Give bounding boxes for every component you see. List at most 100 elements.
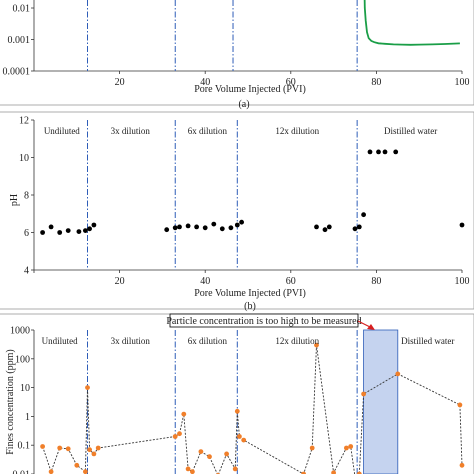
data-point (74, 462, 80, 468)
data-point (85, 385, 90, 390)
data-point (322, 227, 328, 233)
data-point (164, 227, 170, 233)
data-point (457, 402, 463, 408)
x-tick-label: 20 (115, 77, 125, 88)
region-label: Undiluted (42, 336, 78, 346)
y-tick-label: 6 (24, 228, 29, 239)
data-point (356, 224, 362, 230)
data-point (76, 229, 82, 235)
data-point (382, 149, 388, 155)
panel-b-caption: (b) (244, 301, 256, 312)
x-tick-label: 40 (200, 77, 210, 88)
data-point (57, 445, 63, 451)
y-tick-label: 0.0001 (3, 67, 31, 78)
callout-text: Particle concentration is too high to be… (166, 316, 361, 327)
data-point (331, 470, 336, 474)
data-point (40, 444, 45, 449)
y-tick-label: 12 (19, 116, 29, 127)
panel-c-y-ticks: 1000 100 10 1 0.1 0.01 (10, 326, 34, 474)
data-point (459, 222, 465, 228)
data-point (177, 224, 182, 230)
y-tick-label: 0.01 (13, 470, 31, 474)
data-point (194, 224, 200, 230)
callout-box (169, 313, 359, 328)
panel-a-x-ticks: 20 40 60 80 100 (115, 71, 470, 88)
panel-b-x-ticks: 20 40 60 80 100 (33, 270, 470, 287)
data-point (177, 431, 182, 437)
data-point (198, 449, 204, 454)
data-point (87, 447, 92, 453)
data-point (91, 451, 97, 457)
region-label: 12x dilution (275, 336, 319, 346)
x-tick-label: 80 (371, 77, 381, 88)
panel-c: Undiluted 3x dilution 6x dilution 12x dilut… (0, 313, 474, 474)
x-tick-label: 40 (200, 276, 210, 287)
data-point (95, 445, 101, 451)
panel-a-plot-area (33, 0, 462, 72)
panel-b-plot-area (33, 120, 465, 271)
panel-b-frame (0, 111, 474, 310)
data-point (326, 224, 332, 230)
data-point (87, 226, 92, 232)
data-point (211, 221, 217, 227)
data-point (237, 434, 242, 439)
series-line (363, 0, 460, 46)
x-tick-label: 60 (286, 77, 296, 88)
data-point (219, 226, 225, 232)
data-point (65, 228, 71, 234)
region-label: 3x dilution (111, 126, 151, 136)
panel-b-region-labels: Undiluted 3x dilution 6x dilution 12x dilut… (44, 126, 437, 136)
data-point (65, 446, 71, 452)
data-point (172, 434, 178, 439)
y-tick-label: 0.001 (8, 35, 31, 46)
data-point (48, 469, 54, 474)
series-line (42, 345, 463, 474)
y-tick-label: 4 (24, 266, 29, 277)
data-point (190, 469, 195, 474)
region-label: 6x dilution (188, 126, 228, 136)
data-point (241, 437, 247, 443)
region-label: 3x dilution (111, 336, 151, 346)
data-point (395, 371, 401, 377)
data-point (224, 451, 230, 457)
panel-b-x-axis-title: Pore Volume Injected (PVI) (194, 288, 306, 299)
data-point (459, 462, 465, 468)
y-tick-label: 8 (24, 191, 29, 202)
data-point (172, 225, 178, 231)
panel-c-region-labels: Undiluted 3x dilution 6x dilution 12x dilut… (42, 336, 455, 346)
x-tick-label: 80 (371, 276, 381, 287)
x-tick-label: 100 (455, 77, 470, 88)
data-point (361, 391, 366, 397)
data-point (361, 212, 366, 218)
y-tick-label: 0.1 (18, 441, 31, 452)
data-point (83, 469, 88, 474)
data-point (301, 471, 306, 474)
panel-c-plot-area (33, 329, 465, 474)
data-point (40, 230, 45, 235)
panel-b-y-axis-title: pH (9, 194, 20, 206)
data-point (48, 224, 54, 230)
data-point (234, 222, 240, 228)
data-point (348, 444, 354, 449)
data-point (367, 149, 373, 155)
data-point (228, 225, 234, 231)
y-tick-label: 0.01 (13, 4, 31, 15)
region-label: Distilled water (384, 126, 437, 136)
data-point (234, 408, 240, 414)
data-point (185, 223, 191, 229)
panel-c-callout: Particle concentration is too high to be… (166, 313, 375, 330)
data-point (309, 445, 315, 451)
data-point (393, 149, 399, 155)
x-tick-label: 100 (455, 276, 470, 287)
panel-a: 0.01 0.001 0.0001 20 40 60 80 100 Pore Volume … (0, 0, 474, 110)
region-label: Distilled water (401, 336, 454, 346)
panel-a-caption: (a) (238, 99, 249, 110)
data-point (356, 471, 362, 474)
region-label: Undiluted (44, 126, 80, 136)
panel-a-x-axis-title: Pore Volume Injected (PVI) (194, 84, 306, 95)
data-point (376, 149, 381, 155)
region-label: 6x dilution (188, 336, 228, 346)
data-point (185, 466, 191, 472)
data-point (91, 222, 97, 228)
